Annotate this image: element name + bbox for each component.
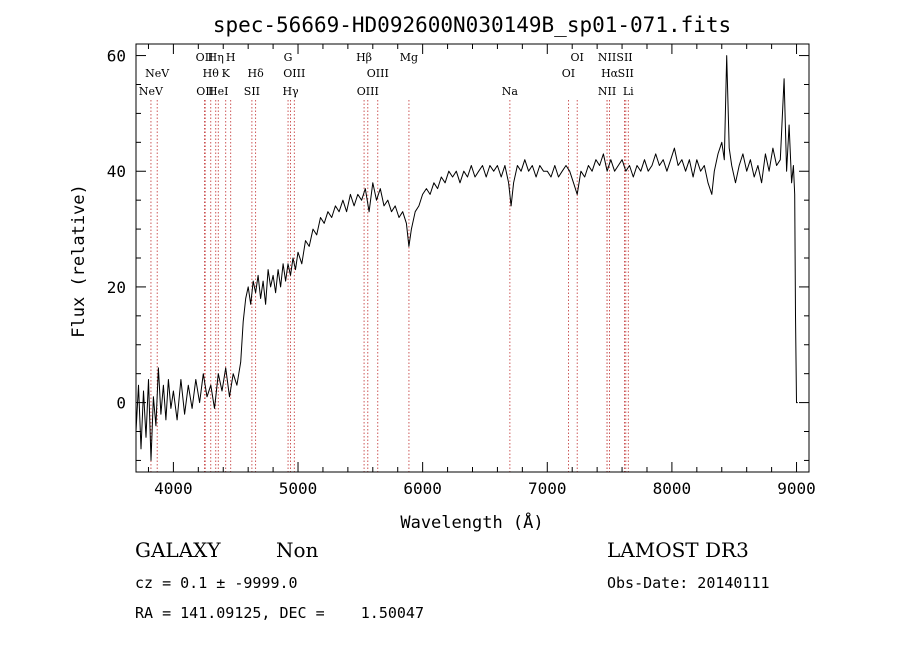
chart-title: spec-56669-HD092600N030149B_sp01-071.fit…	[213, 13, 731, 37]
emission-lines: NeV NeV OII OII Hθ Hη HeI KH SII Hδ G Hγ OIII Hβ OIII O…	[139, 51, 634, 472]
x-tick-label: 4000	[154, 479, 193, 498]
object-class: GALAXY	[135, 538, 221, 562]
x-axis-label: Wavelength (Å)	[400, 511, 543, 533]
line-label: Mg	[400, 51, 418, 64]
line-label: NeV	[145, 67, 170, 80]
line-label: OII	[196, 85, 214, 98]
line-label: K	[222, 67, 231, 80]
obs-date-text: Obs-Date: 20140111	[607, 574, 770, 592]
coordinates-text: RA = 141.09125, DEC = 1.50047	[135, 604, 424, 622]
y-tick-label: 60	[107, 47, 126, 66]
line-label: OIII	[357, 85, 379, 98]
line-label: SII	[244, 85, 260, 98]
line-label: SII	[618, 67, 634, 80]
line-label: Hγ	[282, 85, 299, 98]
line-label: NII	[598, 85, 616, 98]
line-label: SII	[616, 51, 632, 64]
line-label: Li	[623, 85, 634, 98]
line-label: NII	[598, 51, 616, 64]
line-label: OII	[196, 51, 214, 64]
y-axis-label: Flux (relative)	[69, 184, 89, 338]
object-subclass: Non	[276, 538, 319, 562]
line-label: HeI	[208, 85, 228, 98]
axes: 4000 5000 6000 7000 8000 9000 0 20 40 60	[107, 43, 816, 498]
x-tick-label: 6000	[403, 479, 442, 498]
line-label: H	[226, 51, 236, 64]
x-tick-label: 9000	[777, 479, 816, 498]
line-label: OIII	[283, 67, 305, 80]
x-tick-label: 5000	[279, 479, 318, 498]
spectrum-series	[135, 55, 798, 461]
y-tick-label: 40	[107, 162, 126, 181]
line-label: Hα	[601, 67, 619, 80]
line-label: Hθ	[203, 67, 220, 80]
x-tick-label: 7000	[528, 479, 567, 498]
line-label: NeV	[139, 85, 164, 98]
line-label: OI	[571, 51, 584, 64]
line-label: G	[284, 51, 293, 64]
line-label: OIII	[367, 67, 389, 80]
redshift-text: cz = 0.1 ± -9999.0	[135, 574, 298, 592]
line-label: Hδ	[248, 67, 265, 80]
line-label: Hβ	[356, 51, 372, 64]
plot-frame	[135, 43, 810, 473]
line-label: Na	[502, 85, 519, 98]
y-tick-label: 0	[116, 394, 126, 413]
line-label: Hη	[208, 51, 224, 64]
spectrum-line	[135, 55, 798, 461]
y-tick-label: 20	[107, 278, 126, 297]
survey-name: LAMOST DR3	[607, 538, 749, 562]
x-tick-label: 8000	[653, 479, 692, 498]
line-label: OI	[562, 67, 575, 80]
